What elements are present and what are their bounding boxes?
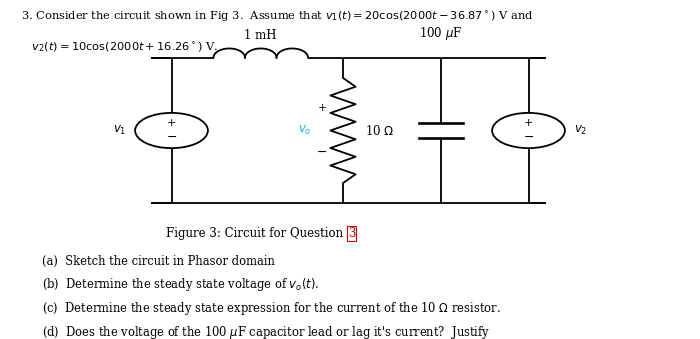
Text: Figure 3: Circuit for Question: Figure 3: Circuit for Question [166, 227, 346, 240]
Text: $v_1$: $v_1$ [113, 124, 126, 137]
Text: −: − [316, 146, 328, 159]
Text: (b)  Determine the steady state voltage of $v_o(t)$.: (b) Determine the steady state voltage o… [42, 276, 319, 293]
Text: −: − [167, 132, 176, 144]
Text: +: + [524, 118, 533, 128]
Text: $v_2$: $v_2$ [574, 124, 587, 137]
Text: $v_2(t) = 10\cos(2000t + 16.26^\circ)$ V.: $v_2(t) = 10\cos(2000t + 16.26^\circ)$ V… [21, 41, 218, 54]
Text: 3. Consider the circuit shown in Fig 3.  Assume that $v_1(t) = 20\cos(2000t - 36: 3. Consider the circuit shown in Fig 3. … [21, 10, 533, 24]
Text: 100 $\mu$F: 100 $\mu$F [419, 25, 463, 42]
Text: 10 $\Omega$: 10 $\Omega$ [365, 123, 395, 138]
Text: (c)  Determine the steady state expression for the current of the 10 $\Omega$ re: (c) Determine the steady state expressio… [42, 300, 501, 317]
Text: +: + [167, 118, 176, 128]
Text: (d)  Does the voltage of the 100 $\mu$F capacitor lead or lag it's current?  Jus: (d) Does the voltage of the 100 $\mu$F c… [42, 324, 490, 339]
Text: $v_o$: $v_o$ [298, 124, 312, 137]
Text: 3: 3 [348, 227, 356, 240]
Text: −: − [524, 132, 533, 144]
Text: +: + [317, 103, 327, 114]
Text: 1 mH: 1 mH [244, 29, 277, 42]
Text: (a)  Sketch the circuit in Phasor domain: (a) Sketch the circuit in Phasor domain [42, 255, 275, 267]
